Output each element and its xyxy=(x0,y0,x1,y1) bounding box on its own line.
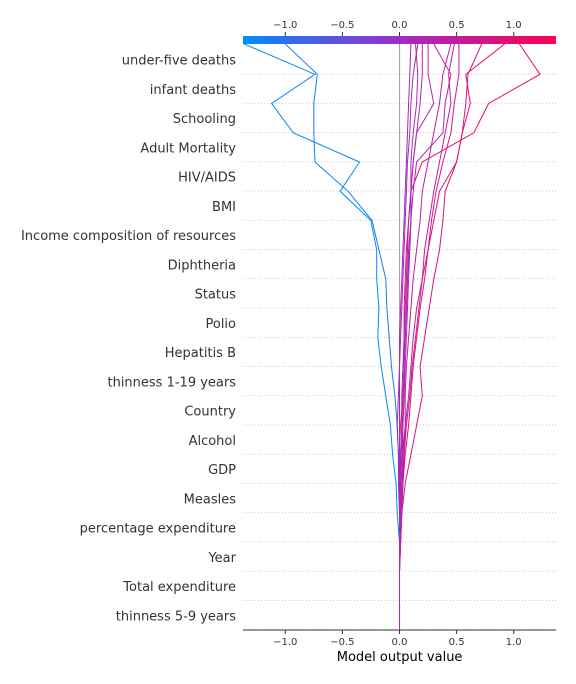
top-tick-label: 1.0 xyxy=(506,20,522,31)
feature-label: infant deaths xyxy=(150,83,236,98)
feature-label: Polio xyxy=(205,317,236,332)
bottom-tick-label: −1.0 xyxy=(273,637,297,648)
bottom-tick-label: 0.0 xyxy=(392,637,408,648)
feature-label: Year xyxy=(207,551,236,566)
bottom-tick-label: −0.5 xyxy=(330,637,354,648)
top-tick-label: 0.0 xyxy=(392,20,408,31)
feature-label: percentage expenditure xyxy=(80,522,236,537)
top-tick-label: −0.5 xyxy=(330,20,354,31)
x-axis-title: Model output value xyxy=(337,650,463,665)
feature-label: thinness 1-19 years xyxy=(107,375,236,390)
feature-label: Alcohol xyxy=(189,434,236,449)
top-tick-label: −1.0 xyxy=(273,20,297,31)
feature-label: Diphtheria xyxy=(168,258,236,273)
feature-label: under-five deaths xyxy=(122,54,236,69)
bottom-tick-label: 1.0 xyxy=(506,637,522,648)
decision-line xyxy=(399,43,412,630)
bottom-axis: −1.0 −0.5 0.0 0.5 1.0 xyxy=(243,629,556,648)
top-axis: −1.0 −0.5 0.0 0.5 1.0 xyxy=(273,20,522,36)
colorbar-strip xyxy=(243,36,556,44)
bottom-tick-label: 0.5 xyxy=(449,637,465,648)
decision-line xyxy=(399,43,452,630)
feature-label: Adult Mortality xyxy=(140,141,236,156)
feature-label: GDP xyxy=(208,463,236,478)
decision-lines xyxy=(243,43,541,630)
feature-label: BMI xyxy=(212,200,236,215)
feature-label: Hepatitis B xyxy=(165,346,236,361)
top-tick-label: 0.5 xyxy=(449,20,465,31)
feature-label: HIV/AIDS xyxy=(178,171,236,186)
feature-label: Country xyxy=(184,405,236,420)
feature-labels: under-five deaths infant deaths Schooling A… xyxy=(21,54,237,625)
decision-line xyxy=(243,43,400,630)
feature-label: Schooling xyxy=(173,112,236,127)
feature-label: Income composition of resources xyxy=(21,229,236,244)
feature-label: Total expenditure xyxy=(122,580,236,595)
colorbar xyxy=(243,36,556,44)
feature-label: Status xyxy=(195,288,237,303)
feature-label: thinness 5-9 years xyxy=(116,609,236,624)
feature-label: Measles xyxy=(184,492,237,507)
